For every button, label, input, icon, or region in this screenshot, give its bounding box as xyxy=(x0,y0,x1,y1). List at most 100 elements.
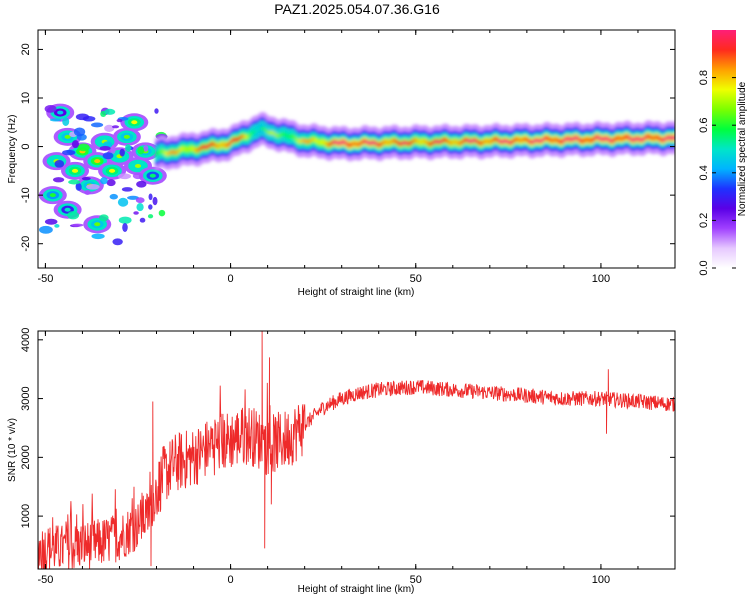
spectrogram-speckle xyxy=(81,176,91,181)
spectrogram-ridge-cell xyxy=(543,136,548,141)
spectrogram-ridge-cell xyxy=(263,127,268,132)
spectrogram-ridge-cell xyxy=(519,138,523,143)
spectrogram-ridge-cell xyxy=(261,126,265,131)
spectrogram-ridge-cell xyxy=(512,138,517,143)
spectrogram-ridge-cell xyxy=(241,134,245,139)
spectrogram-ridge-cell xyxy=(441,138,445,143)
y-tick-label: -20 xyxy=(20,236,32,252)
spectrogram-ridge-cell xyxy=(461,139,465,144)
spectrogram-speckle xyxy=(49,118,62,122)
spectrogram-ridge-cell xyxy=(299,139,303,144)
y-tick-label: 1000 xyxy=(20,504,32,528)
snr-y-label: SNR (10 * v/v) xyxy=(7,418,18,482)
spectrogram-ridge-cell xyxy=(645,134,650,139)
spectrogram-speckle xyxy=(44,218,58,225)
spectrogram-ridge-cell xyxy=(506,139,510,144)
spectrogram-speckle xyxy=(104,108,116,115)
spectrogram-ridge-cell xyxy=(434,139,439,144)
spectrogram-ridge-cell xyxy=(379,142,383,147)
spectrogram-ridge-cell xyxy=(301,138,305,143)
spectrogram-ridge-cell xyxy=(230,139,234,144)
snr-frame xyxy=(37,330,676,570)
spectrogram-ridge-cell xyxy=(472,138,477,143)
spectrogram-ridge-cell xyxy=(266,129,270,134)
spectrogram-speckle xyxy=(119,148,125,157)
spectrogram-ridge-cell xyxy=(248,133,252,139)
spectrogram-ridge-cell xyxy=(412,138,417,143)
spectrogram-ridge-cell xyxy=(610,138,614,144)
spectrogram-speckle xyxy=(135,197,145,204)
spectrogram-ridge-cell xyxy=(501,139,505,144)
spectrogram-ridge-cell xyxy=(443,137,448,142)
spectrogram-ridge-cell xyxy=(274,132,279,138)
spectrogram-blob-ring xyxy=(134,164,142,168)
spectrogram-ridge-cell xyxy=(243,134,248,139)
spectrogram-ridge-cell xyxy=(605,136,610,141)
spectrogram-speckle xyxy=(136,180,147,188)
spectrogram-blob xyxy=(61,161,90,180)
spectrogram-speckle xyxy=(136,203,144,212)
spectrogram-speckle xyxy=(139,217,146,223)
spectrogram-ridge-cell xyxy=(170,149,174,155)
spectrogram-ridge-cell xyxy=(190,146,194,151)
spectrogram-ridge-cell xyxy=(374,141,379,146)
spectrogram-blob-ring xyxy=(123,134,130,139)
spectrogram-ridge-cell xyxy=(514,137,519,142)
spectrogram-speckle xyxy=(71,140,79,149)
spectrogram-speckle xyxy=(122,222,128,232)
snr-x-label: Height of straight line (km) xyxy=(298,584,415,595)
spectrogram-ridge-cell xyxy=(603,136,608,141)
colorbar-ticks: 0.0 0.2 0.4 0.6 0.8 xyxy=(698,70,736,276)
spectrogram-ridge-cell xyxy=(410,140,414,145)
spectrogram-ridge-cell xyxy=(157,150,161,156)
spectrogram-ridge-cell xyxy=(343,140,348,145)
spectrogram-ridge-cell xyxy=(479,141,483,146)
spectrogram-speckle xyxy=(54,224,60,228)
spectrogram-ridge-cell xyxy=(430,141,434,146)
spectrogram-ridge-cell xyxy=(534,138,539,143)
spectrogram-ridge-cell xyxy=(359,141,363,146)
spectrogram-ridge-cell xyxy=(654,135,659,140)
spectrogram-speckle xyxy=(143,145,149,152)
spectrogram-speckle xyxy=(116,118,123,123)
x-tick-label: 0 xyxy=(228,574,234,586)
spectrogram-ridge-cell xyxy=(386,140,390,145)
spectrogram-ridge-cell xyxy=(294,137,299,142)
spectrogram-ridge-cell xyxy=(632,137,637,143)
spectrogram-ridge-cell xyxy=(286,133,290,139)
spectrogram-ridge-cell xyxy=(670,135,674,141)
spectrogram-ridge-cell xyxy=(594,135,599,140)
spectrogram-ridge-cell xyxy=(174,150,179,155)
spectrogram-ridge-cell xyxy=(497,138,501,143)
spectrogram-ridge-cell xyxy=(452,139,457,145)
spectrogram-ridge-cell xyxy=(166,151,170,156)
y-tick-label: 10 xyxy=(20,92,32,104)
spectrogram-ridge-cell xyxy=(641,137,645,142)
spectrogram-ridge-cell xyxy=(486,139,490,144)
colorbar: 0.0 0.2 0.4 0.6 0.8 Normalized spectral ampl… xyxy=(698,30,748,276)
spectrogram-ridge-cell xyxy=(339,140,343,146)
spectrogram-ridge-cell xyxy=(563,137,568,142)
spectrogram-ridge-cell xyxy=(219,143,223,148)
spectrogram-ridge-cell xyxy=(257,128,261,133)
spectrogram-ridge-cell xyxy=(217,144,221,149)
x-tick-label: -50 xyxy=(37,273,53,285)
spectrogram-ridge-cell xyxy=(463,137,468,143)
spectrogram-ridge-cell xyxy=(637,136,641,141)
spectrogram-ridge-cell xyxy=(550,138,554,143)
spectrogram-ridge-cell xyxy=(232,137,237,142)
spectrogram-ridge-cell xyxy=(363,139,368,144)
spectrogram-ridge-cell xyxy=(310,137,314,143)
spectrogram-ridge-cell xyxy=(239,135,243,140)
spectrogram-ridge-cell xyxy=(419,139,423,145)
spectrogram-ridge-cell xyxy=(565,136,570,141)
spectrogram-ridge-cell xyxy=(223,142,228,148)
spectrogram-ridge-cell xyxy=(212,142,217,147)
colorbar-label: Normalized spectral amplitude xyxy=(737,81,748,216)
spectrogram-ridge-cell xyxy=(297,138,301,144)
spectrogram-ridge-cell xyxy=(474,138,479,143)
spectrogram-ridge-cell xyxy=(623,135,628,140)
spectrogram-ridge-cell xyxy=(206,144,210,150)
spectrogram-blob-ring xyxy=(71,168,79,173)
